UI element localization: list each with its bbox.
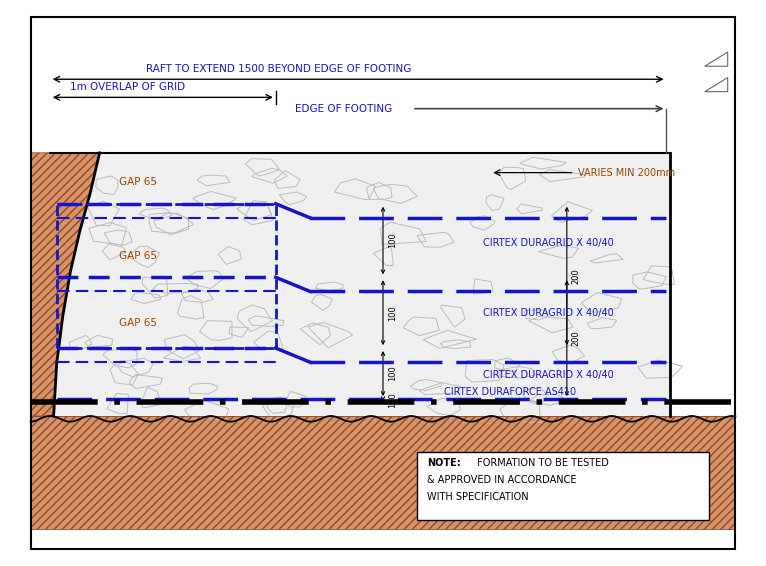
Bar xyxy=(31,416,735,529)
Bar xyxy=(50,153,670,416)
Text: RAFT TO EXTEND 1500 BEYOND EDGE OF FOOTING: RAFT TO EXTEND 1500 BEYOND EDGE OF FOOTI… xyxy=(146,63,411,74)
Text: 200: 200 xyxy=(571,331,581,346)
Text: GAP 65: GAP 65 xyxy=(119,318,157,328)
Bar xyxy=(417,452,709,520)
Text: CIRTEX DURAGRID X 40/40: CIRTEX DURAGRID X 40/40 xyxy=(483,370,614,380)
Text: CIRTEX DURAGRID X 40/40: CIRTEX DURAGRID X 40/40 xyxy=(483,308,614,318)
Text: GAP 65: GAP 65 xyxy=(119,251,157,261)
Text: CIRTEX DURAFORCE AS410: CIRTEX DURAFORCE AS410 xyxy=(444,387,576,397)
Text: 100: 100 xyxy=(388,233,397,248)
Text: GAP 65: GAP 65 xyxy=(119,177,157,187)
Text: WITH SPECIFICATION: WITH SPECIFICATION xyxy=(427,492,529,503)
Text: 200: 200 xyxy=(571,268,581,284)
Polygon shape xyxy=(31,153,100,416)
Text: 100: 100 xyxy=(388,366,397,381)
Text: & APPROVED IN ACCORDANCE: & APPROVED IN ACCORDANCE xyxy=(427,475,576,486)
Text: NOTE:: NOTE: xyxy=(427,458,460,469)
Text: FORMATION TO BE TESTED: FORMATION TO BE TESTED xyxy=(474,458,609,469)
Bar xyxy=(31,416,735,529)
Text: 1m OVERLAP OF GRID: 1m OVERLAP OF GRID xyxy=(70,82,185,92)
Text: VARIES MIN 200mm: VARIES MIN 200mm xyxy=(578,168,676,178)
Text: EDGE OF FOOTING: EDGE OF FOOTING xyxy=(295,104,392,114)
Text: CIRTEX DURAGRID X 40/40: CIRTEX DURAGRID X 40/40 xyxy=(483,238,614,248)
Text: 100: 100 xyxy=(388,305,397,320)
Text: 100: 100 xyxy=(388,392,397,408)
